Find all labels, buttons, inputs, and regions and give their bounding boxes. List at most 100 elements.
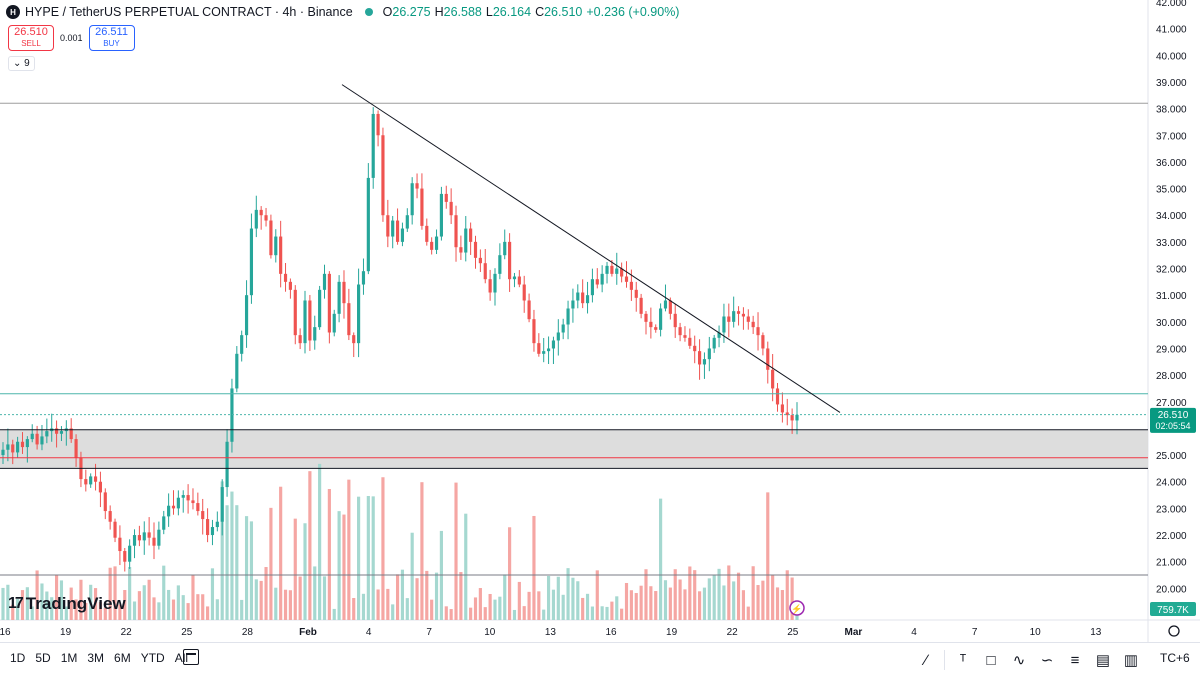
volume-bar <box>89 584 93 620</box>
volume-bar <box>561 594 565 620</box>
candle-body <box>332 313 336 333</box>
countdown-label: 02:05:54 <box>1155 421 1190 431</box>
candle-body <box>395 220 400 242</box>
volume-bar <box>430 599 434 620</box>
high-value: 26.588 <box>443 5 482 19</box>
text-icon[interactable]: ᵀ <box>959 651 967 669</box>
range-all[interactable]: All <box>174 651 189 665</box>
sell-button[interactable]: 26.510 SELL <box>8 25 54 51</box>
candle-body <box>220 487 224 522</box>
candle-body <box>454 215 458 248</box>
candle-body <box>702 359 707 365</box>
candle-body <box>551 340 556 349</box>
volume-bar <box>576 581 580 620</box>
change-value: +0.236 (+0.90%) <box>586 5 680 19</box>
calendar-icon[interactable] <box>183 649 199 665</box>
candle-body <box>244 295 249 336</box>
candle-body <box>230 388 234 442</box>
volume-bar <box>488 593 492 620</box>
fib-icon[interactable]: ≡ <box>1070 651 1080 669</box>
tradingview-logo[interactable]: 17 TradingView <box>8 594 126 614</box>
y-tick-label: 27.000 <box>1156 398 1187 409</box>
candle-body <box>371 113 375 178</box>
candle-body <box>459 247 463 253</box>
brush-icon[interactable]: ∽ <box>1040 652 1054 669</box>
trade-buttons: 26.510 SELL 0.001 26.511 BUY <box>8 25 135 51</box>
long-position-icon[interactable]: ▤ <box>1095 652 1111 669</box>
volume-bar <box>264 567 268 620</box>
x-tick-label: 4 <box>366 627 372 638</box>
candle-body <box>240 335 244 354</box>
candle-body <box>123 551 127 562</box>
candle-body <box>35 433 39 445</box>
candle-body <box>795 414 799 421</box>
x-tick-label: 25 <box>181 627 193 638</box>
symbol-logo-icon[interactable]: H <box>6 5 20 19</box>
range-ytd[interactable]: YTD <box>140 651 165 665</box>
volume-bar <box>74 599 78 620</box>
candle-body <box>103 492 107 512</box>
x-tick-label: 19 <box>666 627 678 638</box>
candle-body <box>741 313 746 317</box>
volume-bar <box>400 569 405 620</box>
range-1m[interactable]: 1M <box>60 651 78 665</box>
candle-body <box>527 300 531 320</box>
candle-body <box>6 444 10 450</box>
candle-body <box>785 412 789 416</box>
volume-bar <box>688 566 692 620</box>
candle-body <box>196 503 200 512</box>
candle-body <box>697 351 702 365</box>
volume-bar <box>410 532 414 620</box>
volume-bar <box>347 479 351 620</box>
candle-body <box>288 281 292 290</box>
candle-body <box>624 276 629 282</box>
volume-bar <box>751 566 755 620</box>
candle-body <box>142 532 146 541</box>
path-icon[interactable]: ∿ <box>1012 652 1026 669</box>
x-tick-label: 25 <box>787 627 799 638</box>
candle-body <box>761 335 765 349</box>
candle-body <box>162 516 166 530</box>
price-chart[interactable]: 20.00021.00022.00023.00024.00025.00026.0… <box>0 0 1200 642</box>
volume-bar <box>352 597 356 620</box>
support-zone <box>0 429 1148 469</box>
candle-body <box>249 228 254 296</box>
candle-body <box>108 511 112 522</box>
candle-body <box>512 276 517 280</box>
candle-body <box>678 327 682 336</box>
symbol-title[interactable]: HYPE / TetherUS PERPETUAL CONTRACT · 4h … <box>25 5 353 19</box>
volume-bar <box>395 574 400 620</box>
trend-line-icon[interactable]: ∕ <box>924 651 928 669</box>
candle-body <box>620 268 624 277</box>
candle-body <box>171 505 176 509</box>
candle-body <box>693 345 697 352</box>
volume-bar <box>201 594 205 620</box>
volume-bar <box>605 606 609 620</box>
candle-body <box>508 241 512 280</box>
volume-bar <box>746 606 750 620</box>
candle-body <box>473 241 478 258</box>
x-tick-label: 16 <box>0 627 11 638</box>
candle-body <box>400 228 405 242</box>
indicators-toggle[interactable]: ⌄ 9 <box>8 56 35 71</box>
x-tick-label: 10 <box>484 627 496 638</box>
candle-body <box>780 404 784 413</box>
range-6m[interactable]: 6M <box>114 651 131 665</box>
low-label: L <box>485 5 493 19</box>
rectangle-icon[interactable]: □ <box>986 651 996 669</box>
short-position-icon[interactable]: ▥ <box>1123 652 1139 669</box>
y-tick-label: 21.000 <box>1156 558 1187 569</box>
candle-body <box>493 273 497 293</box>
range-5d[interactable]: 5D <box>35 651 51 665</box>
volume-bar <box>722 585 726 620</box>
buy-button[interactable]: 26.511 BUY <box>88 25 135 51</box>
range-selector: 1D 5D 1M 3M 6M YTD All <box>10 651 198 665</box>
timezone-label[interactable]: TC+6 <box>1160 651 1190 665</box>
candle-body <box>444 193 448 202</box>
candle-body <box>522 284 526 301</box>
range-3m[interactable]: 3M <box>87 651 105 665</box>
volume-bar <box>532 515 536 620</box>
volume-bar <box>322 576 327 620</box>
range-1d[interactable]: 1D <box>10 651 26 665</box>
candle-body <box>11 444 15 453</box>
